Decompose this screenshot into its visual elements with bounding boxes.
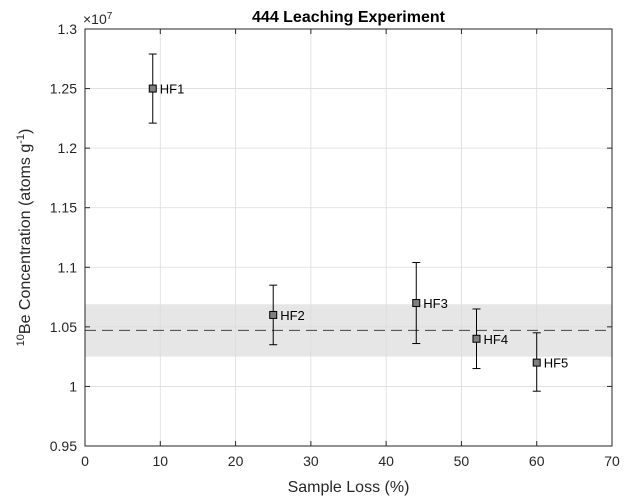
y-tick-label: 1.05 — [50, 319, 77, 335]
y-tick-labels: 0.95 1 1.05 1.1 1.15 1.2 1.25 1.3 — [50, 21, 77, 454]
square-marker — [532, 358, 541, 367]
x-tick-label: 10 — [152, 453, 168, 469]
data-point-hf5: HF5 — [532, 332, 569, 392]
y-tick-label: 1.25 — [50, 81, 77, 97]
point-label: HF1 — [160, 82, 185, 97]
square-marker — [472, 334, 481, 343]
data-point-hf3: HF3 — [412, 262, 448, 345]
x-tick-labels: 0 10 20 30 40 50 60 70 — [81, 453, 620, 469]
y-multiplier-exponent: 7 — [107, 11, 113, 22]
y-tick-label: 0.95 — [50, 438, 77, 454]
x-tick-label: 40 — [378, 453, 394, 469]
data-point-hf1: HF1 — [148, 53, 185, 124]
plot-frame — [84, 28, 613, 447]
square-marker — [412, 299, 421, 308]
y-label-main: Be Concentration (atoms g — [17, 144, 34, 334]
point-label: HF3 — [423, 296, 448, 311]
x-tick-label: 30 — [303, 453, 319, 469]
point-label: HF5 — [544, 356, 569, 371]
y-label-exponent: -1 — [15, 134, 27, 144]
point-label: HF4 — [483, 332, 508, 347]
plot-area — [85, 29, 612, 446]
square-marker — [148, 84, 157, 93]
x-tick-label: 70 — [604, 453, 620, 469]
y-label-isotope-superscript: 10 — [15, 334, 27, 346]
y-tick-label: 1 — [69, 378, 77, 394]
y-tick-label: 1.2 — [58, 140, 78, 156]
y-tick-label: 1.1 — [58, 259, 78, 275]
y-axis-label: 10Be Concentration (atoms g-1) — [15, 129, 34, 347]
x-tick-label: 60 — [529, 453, 545, 469]
square-marker — [269, 310, 278, 319]
y-tick-label: 1.15 — [50, 200, 77, 216]
y-tick-label: 1.3 — [58, 21, 78, 37]
chart-title: 444 Leaching Experiment — [252, 9, 446, 26]
x-tick-label: 50 — [454, 453, 470, 469]
y-multiplier-base: ×10 — [83, 11, 107, 27]
y-label-suffix: ) — [17, 129, 34, 134]
data-points-layer: HF1 HF2 HF3 HF4 HF5 — [148, 53, 569, 392]
x-axis-label: Sample Loss (%) — [288, 479, 410, 496]
x-tick-label: 20 — [228, 453, 244, 469]
tick-layer — [84, 28, 613, 447]
x-tick-label: 0 — [81, 453, 89, 469]
data-point-hf4: HF4 — [472, 308, 508, 370]
y-axis-multiplier: ×107 — [83, 11, 113, 28]
point-label: HF2 — [280, 308, 305, 323]
data-point-hf2: HF2 — [269, 284, 305, 346]
